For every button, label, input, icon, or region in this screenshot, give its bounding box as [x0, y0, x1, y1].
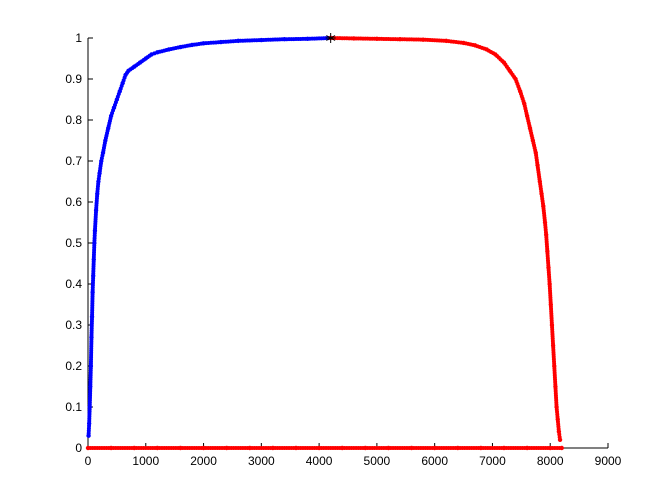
data-series [85, 35, 564, 451]
y-tick-label: 0.8 [65, 113, 82, 127]
y-tick-label: 0 [75, 441, 82, 455]
x-tick-label: 6000 [421, 454, 448, 468]
data-point [557, 437, 563, 442]
y-tick-label: 0.7 [65, 154, 82, 168]
x-tick-label: 4000 [306, 454, 333, 468]
y-tick-label: 0.1 [65, 400, 82, 414]
series-1 [86, 35, 333, 438]
y-tick-label: 1 [75, 31, 82, 45]
series-3 [85, 445, 564, 451]
x-tick-label: 7000 [479, 454, 506, 468]
ticks: 0 1000 2000 3000 4000 5000 6000 7000 8000 9000 0 0.… [65, 31, 621, 468]
data-point [559, 445, 564, 451]
y-tick-label: 0.4 [65, 277, 82, 291]
x-tick-label: 5000 [364, 454, 391, 468]
peak-marker-layer [325, 33, 336, 43]
y-tick-label: 0.9 [65, 72, 82, 86]
y-tick-label: 0.3 [65, 318, 82, 332]
x-tick-label: 2000 [190, 454, 217, 468]
series-2 [328, 35, 563, 442]
y-tick-label: 0.6 [65, 195, 82, 209]
peak-asterisk-marker [325, 33, 336, 43]
x-tick-label: 0 [85, 454, 92, 468]
y-tick-label: 0.2 [65, 359, 82, 373]
x-tick-label: 3000 [248, 454, 275, 468]
y-tick-label: 0.5 [65, 236, 82, 250]
axes [87, 38, 608, 449]
x-tick-label: 8000 [537, 454, 564, 468]
x-tick-label: 9000 [595, 454, 622, 468]
x-tick-label: 1000 [132, 454, 159, 468]
